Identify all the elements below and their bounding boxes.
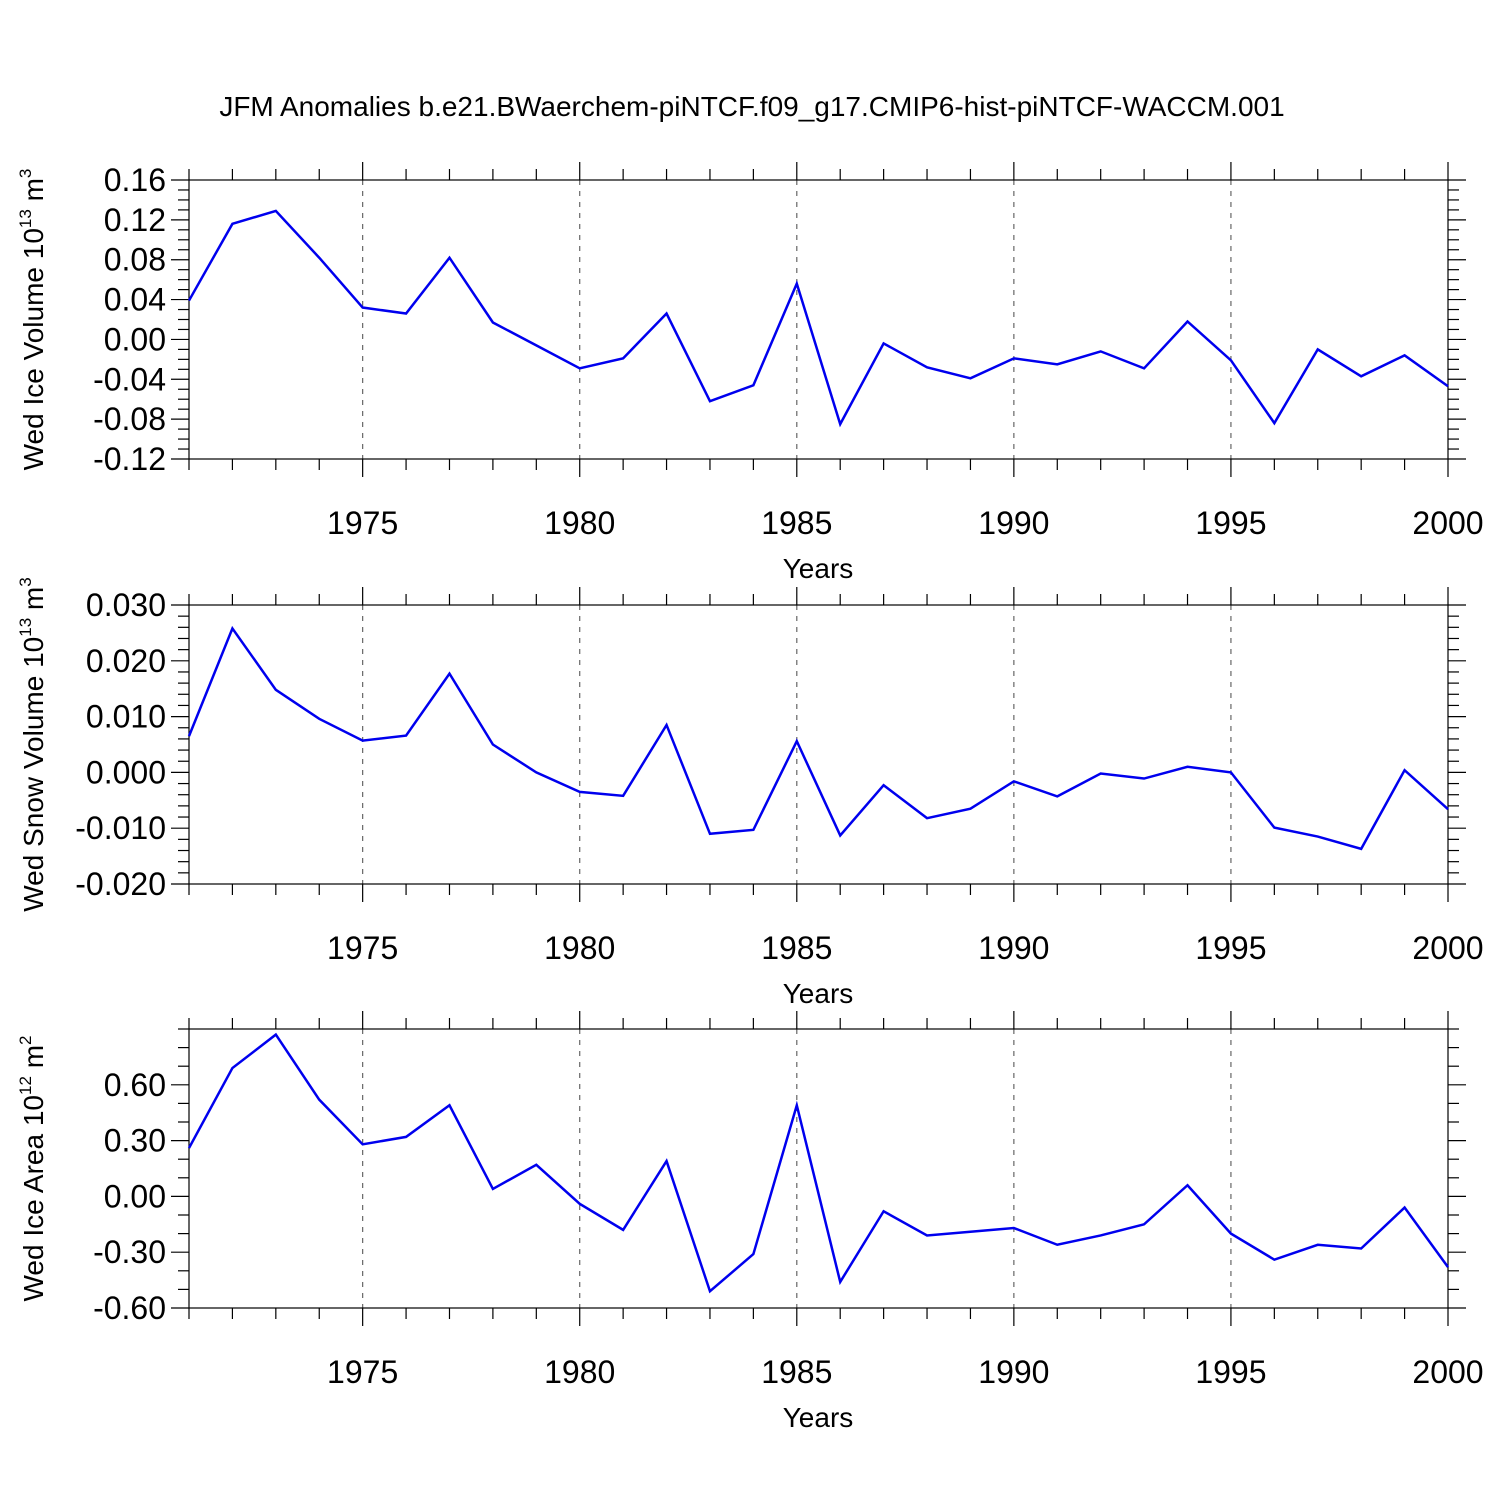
x-tick-label: 1975 — [327, 505, 398, 541]
x-tick-label: 1980 — [544, 505, 615, 541]
y-tick-label: 0.010 — [86, 699, 166, 735]
x-tick-label: 1975 — [327, 930, 398, 966]
panel-ice-area: -0.60 -0.30 0.00 0.30 0.60 1975 1980 1985 1990 19… — [16, 1011, 1484, 1433]
plot-frame — [188, 604, 1449, 885]
series-line-snow-volume — [187, 625, 1449, 851]
x-tick-label: 1990 — [978, 505, 1049, 541]
y-tick-label: 0.04 — [104, 282, 166, 318]
x-tick-label: 1995 — [1195, 1354, 1266, 1390]
y-tick-label: 0.08 — [104, 242, 166, 278]
x-tick-label: 1995 — [1195, 930, 1266, 966]
y-tick-label: 0.30 — [104, 1123, 166, 1159]
x-tick-label: 1985 — [761, 1354, 832, 1390]
x-axis-label: Years — [783, 1402, 854, 1433]
x-tick-label: 2000 — [1412, 930, 1483, 966]
y-tick-label: -0.010 — [75, 810, 166, 846]
y-tick-label: 0.020 — [86, 643, 166, 679]
y-tick-label: -0.04 — [93, 361, 166, 397]
x-tick-label: 1990 — [978, 1354, 1049, 1390]
x-axis-label: Years — [783, 978, 854, 1009]
y-tick-label: -0.08 — [93, 401, 166, 437]
panel-ice-volume: -0.12 -0.08 -0.04 0.000.04 0.08 0.12 0.16 1975 1… — [16, 162, 1484, 584]
y-axis-label: Wed Ice Volume 1013 m3 — [16, 169, 49, 471]
x-tick-label: 2000 — [1412, 505, 1483, 541]
series-line-ice-area — [187, 1032, 1450, 1294]
plot-frame — [188, 179, 1449, 460]
series-line-ice-volume — [187, 209, 1449, 428]
plot-frame — [188, 1028, 1449, 1309]
y-tick-label: -0.30 — [93, 1234, 166, 1270]
y-tick-label: 0.00 — [104, 1178, 166, 1214]
x-tick-label: 1985 — [761, 930, 832, 966]
y-tick-label: 0.16 — [104, 162, 166, 198]
y-tick-label: 0.030 — [86, 587, 166, 623]
y-axis-label: Wed Ice Area 1012 m2 — [16, 1036, 49, 1302]
y-tick-label: 0.00 — [104, 321, 166, 357]
x-tick-label: 1995 — [1195, 505, 1266, 541]
y-tick-label: -0.020 — [75, 866, 166, 902]
x-tick-label: 1975 — [327, 1354, 398, 1390]
y-tick-label: 0.60 — [104, 1067, 166, 1103]
y-tick-label: 0.12 — [104, 202, 166, 238]
y-tick-label: 0.000 — [86, 754, 166, 790]
y-axis-label: Wed Snow Volume 1013 m3 — [16, 577, 49, 911]
x-axis-label: Years — [783, 553, 854, 584]
x-tick-label: 1980 — [544, 1354, 615, 1390]
y-tick-label: -0.12 — [93, 441, 166, 477]
x-tick-label: 2000 — [1412, 1354, 1483, 1390]
panel-snow-volume: -0.020 -0.010 0.000 0.010 0.020 0.030 1975 1980… — [16, 577, 1484, 1009]
x-tick-label: 1990 — [978, 930, 1049, 966]
y-tick-label: -0.60 — [93, 1290, 166, 1326]
chart-title: JFM Anomalies b.e21.BWaerchem-piNTCF.f09… — [219, 91, 1284, 122]
x-tick-label: 1985 — [761, 505, 832, 541]
x-tick-label: 1980 — [544, 930, 615, 966]
